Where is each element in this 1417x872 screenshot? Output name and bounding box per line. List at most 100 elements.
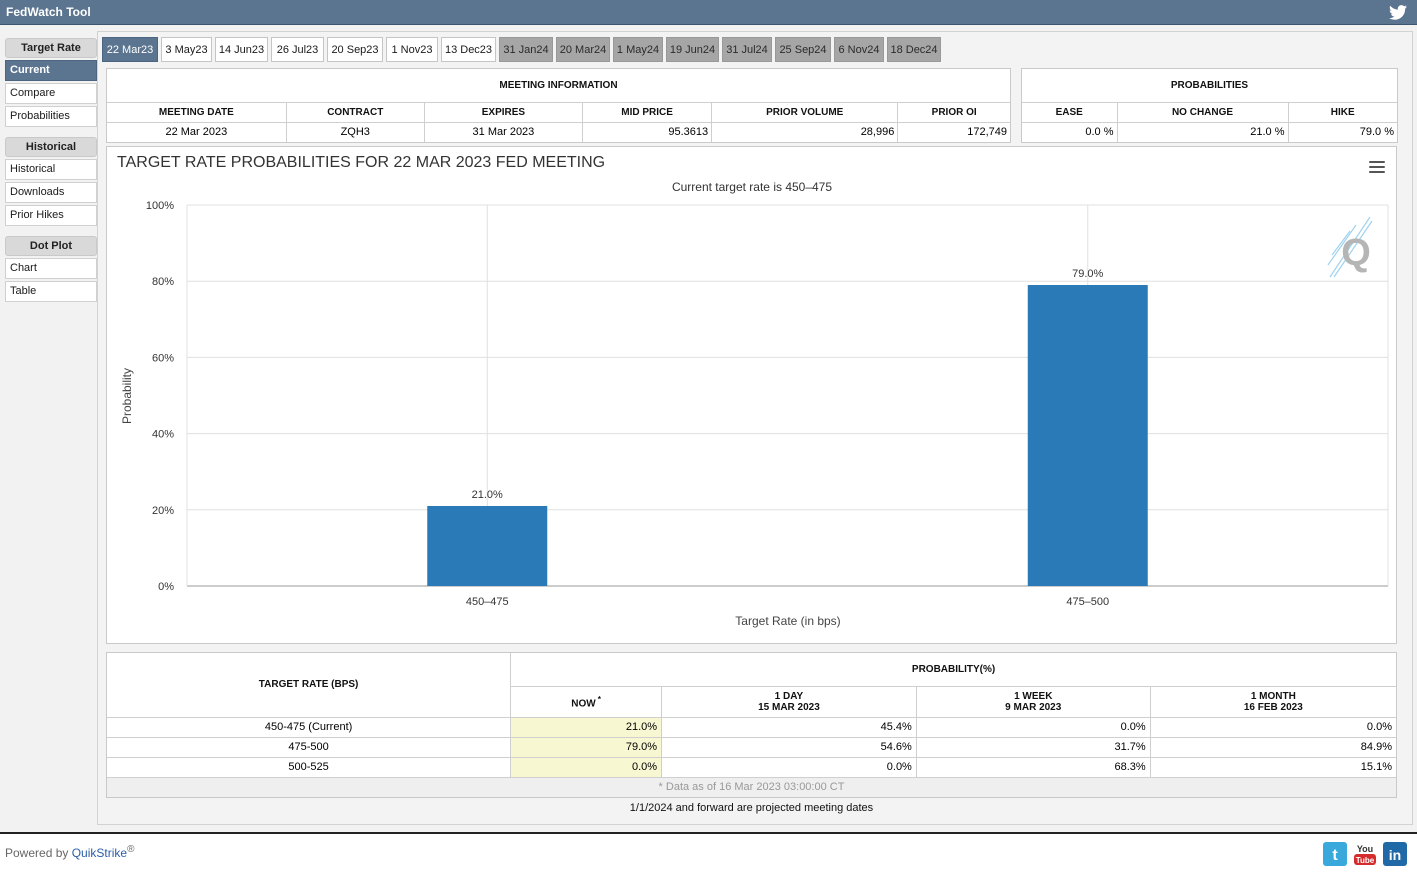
y-tick-label: 80% [152,276,174,288]
projected-dates-note: 1/1/2024 and forward are projected meeti… [629,802,874,814]
row-prob-1-week: 68.3% [915,756,1151,778]
sidebar: Target Rate Current Compare Probabilities Hi… [5,38,97,302]
prob-val-no-change: 21.0 % [1116,121,1289,142]
tab-13-dec23[interactable]: 13 Dec23 [441,37,496,62]
svg-text:Tube: Tube [1356,856,1375,865]
svg-text:Q: Q [1341,232,1371,274]
probabilities-panel: PROBABILITIES EASE NO CHANGE HIKE 0.0 % 21.… [1021,68,1398,143]
meeting-val-mid-price: 95.3613 [581,121,713,142]
tab-18-dec24[interactable]: 18 Dec24 [887,37,941,62]
y-tick-label: 0% [158,581,174,593]
tab-19-jun24[interactable]: 19 Jun24 [666,37,719,62]
main-panel: 22 Mar23 3 May23 14 Jun23 26 Jul23 20 Sep23 1… [97,31,1413,825]
quikstrike-q-logo: Q [1327,216,1373,278]
twitter-share-icon[interactable]: t [1323,842,1347,866]
sidebar-item-chart[interactable]: Chart [5,258,97,279]
prob-subcol-line1: 1 MONTH [1250,690,1296,702]
row-prob-now: 21.0% [510,716,663,738]
sidebar-heading-historical[interactable]: Historical [5,137,97,157]
probability-table-panel: TARGET RATE (BPS) PROBABILITY(%) NOW * 1 D… [106,652,1397,798]
tab-14-jun23[interactable]: 14 Jun23 [215,37,268,62]
tab-22-mar23[interactable]: 22 Mar23 [102,37,158,62]
tab-6-nov24[interactable]: 6 Nov24 [834,37,884,62]
target-rate-chart: TARGET RATE PROBABILITIES FOR 22 MAR 202… [117,154,1389,628]
bar-450-475 [427,505,548,586]
probability-group-header: PROBABILITY(%) [510,653,1396,687]
chart-menu-icon[interactable] [1369,161,1385,175]
row-prob-1-day: 45.4% [661,716,917,738]
sidebar-item-current[interactable]: Current [5,60,97,81]
prob-subcol-date: 15 MAR 2023 [758,701,820,713]
now-asterisk: * [597,693,601,704]
tab-25-sep24[interactable]: 25 Sep24 [775,37,831,62]
meeting-col-prior-volume: PRIOR VOLUME [711,101,899,123]
table-row: 475-500 79.0% 54.6% 31.7% 84.9% [107,736,1396,758]
tab-1-nov23[interactable]: 1 Nov23 [386,37,438,62]
prob-subcol-1-month: 1 MONTH 16 FEB 2023 [1149,685,1396,718]
row-prob-1-month: 84.9% [1149,736,1396,758]
meeting-val-contract: ZQH3 [285,121,425,142]
sidebar-item-probabilities[interactable]: Probabilities [5,106,97,127]
chart-subtitle: Current target rate is 450–475 [672,180,832,194]
prob-col-hike: HIKE [1287,101,1397,123]
row-prob-1-day: 0.0% [661,756,917,778]
tab-26-jul23[interactable]: 26 Jul23 [271,37,324,62]
meeting-col-prior-oi: PRIOR OI [897,101,1010,123]
svg-text:t: t [1332,847,1338,864]
row-prob-now: 0.0% [510,756,663,778]
quikstrike-link[interactable]: QuikStrike [71,846,128,860]
sidebar-item-compare[interactable]: Compare [5,83,97,104]
prob-val-hike: 79.0 % [1287,121,1397,142]
twitter-icon[interactable] [1389,5,1407,20]
row-target-rate: 475-500 [107,736,512,758]
x-tick-label: 450–475 [466,596,509,608]
meeting-col-meeting-date: MEETING DATE [107,101,287,123]
data-timestamp-note: * Data as of 16 Mar 2023 03:00:00 CT [107,777,1396,797]
bar-data-label: 21.0% [472,489,503,501]
row-prob-1-day: 54.6% [661,736,917,758]
youtube-icon[interactable]: You Tube [1353,842,1377,866]
prob-subcol-date: 16 FEB 2023 [1243,701,1303,713]
title-bar: FedWatch Tool [0,0,1417,25]
tab-31-jan24[interactable]: 31 Jan24 [499,37,553,62]
prob-col-no-change: NO CHANGE [1116,101,1289,123]
sidebar-heading-target-rate[interactable]: Target Rate [5,38,97,58]
prob-subcol-date: 9 MAR 2023 [1005,701,1062,713]
bar-data-label: 79.0% [1072,268,1103,280]
tab-20-mar24[interactable]: 20 Mar24 [556,37,610,62]
sidebar-item-table[interactable]: Table [5,281,97,302]
tab-1-may24[interactable]: 1 May24 [613,37,663,62]
prob-val-ease: 0.0 % [1022,121,1118,142]
tab-3-may23[interactable]: 3 May23 [161,37,212,62]
meeting-val-expires: 31 Mar 2023 [423,121,584,142]
sidebar-item-downloads[interactable]: Downloads [5,182,97,203]
chart-panel: TARGET RATE PROBABILITIES FOR 22 MAR 202… [106,146,1397,644]
sidebar-heading-dot-plot[interactable]: Dot Plot [5,236,97,256]
tab-20-sep23[interactable]: 20 Sep23 [327,37,383,62]
linkedin-icon[interactable]: in [1383,842,1407,866]
tab-31-jul24[interactable]: 31 Jul24 [722,37,772,62]
meeting-val-prior-volume: 28,996 [711,121,899,142]
prob-subcol-now: NOW * [510,685,663,718]
row-prob-now: 79.0% [510,736,663,758]
prob-subcol-1-day: 1 DAY 15 MAR 2023 [661,685,917,718]
prob-subcol-1-week: 1 WEEK 9 MAR 2023 [915,685,1151,718]
prob-subcol-line1: 1 WEEK [1014,690,1053,702]
chart-title: TARGET RATE PROBABILITIES FOR 22 MAR 202… [117,154,605,171]
sidebar-item-prior-hikes[interactable]: Prior Hikes [5,205,97,226]
registered-mark: ® [127,844,135,855]
row-prob-1-month: 0.0% [1149,716,1396,738]
prob-col-ease: EASE [1022,101,1118,123]
row-prob-1-week: 0.0% [915,716,1151,738]
meeting-val-meeting-date: 22 Mar 2023 [107,121,287,142]
sidebar-item-historical[interactable]: Historical [5,159,97,180]
y-tick-label: 100% [146,200,174,212]
y-tick-label: 20% [152,505,174,517]
row-target-rate: 500-525 [107,756,512,778]
svg-text:in: in [1389,847,1401,863]
y-axis-title: Probability [120,368,134,424]
prob-subcol-line1: 1 DAY [774,690,804,702]
app-title: FedWatch Tool [6,5,91,19]
meeting-info-panel: MEETING INFORMATION MEETING DATE CONTRACT… [106,68,1011,143]
